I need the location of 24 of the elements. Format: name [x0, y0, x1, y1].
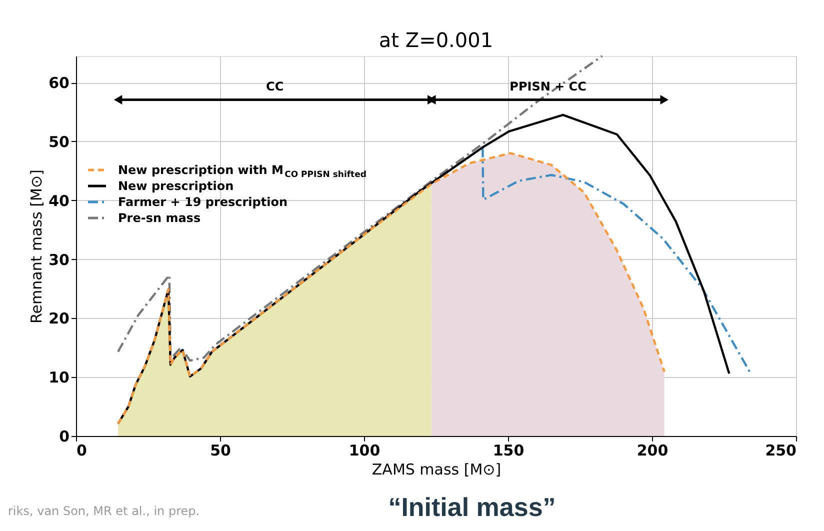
y-tick-label: 60: [48, 74, 70, 92]
legend-label: Farmer + 19 prescription: [118, 195, 288, 209]
x-tick-label: 0: [76, 442, 87, 460]
y-tick-label: 10: [48, 368, 70, 387]
x-tick-label: 100: [348, 442, 380, 460]
legend-label: Pre-sn mass: [118, 211, 201, 225]
annotation: PPISN + CC: [510, 80, 587, 94]
y-tick-label: 20: [48, 310, 70, 328]
text: “Initial mass”: [388, 492, 556, 522]
chart-title: at Z=0.001: [378, 28, 494, 52]
legend-label: New prescription: [118, 179, 234, 193]
x-tick-label: 250: [765, 442, 796, 460]
y-tick-label: 40: [48, 192, 70, 210]
annotation: CC: [266, 80, 284, 94]
x-tick-label: 50: [210, 442, 231, 460]
line-series: [116, 152, 666, 425]
text: riks, van Son, MR et al., in prep.: [8, 504, 200, 518]
y-axis-title: Remnant mass [M⊙]: [28, 170, 46, 324]
x-axis-title: ZAMS mass [M⊙]: [372, 460, 502, 478]
y-tick-label: 50: [48, 132, 70, 151]
y-tick-label: 30: [48, 250, 70, 269]
x-tick-label: 200: [636, 442, 668, 460]
x-tick-label: 150: [492, 442, 524, 460]
y-tick-label: 0: [59, 428, 70, 446]
